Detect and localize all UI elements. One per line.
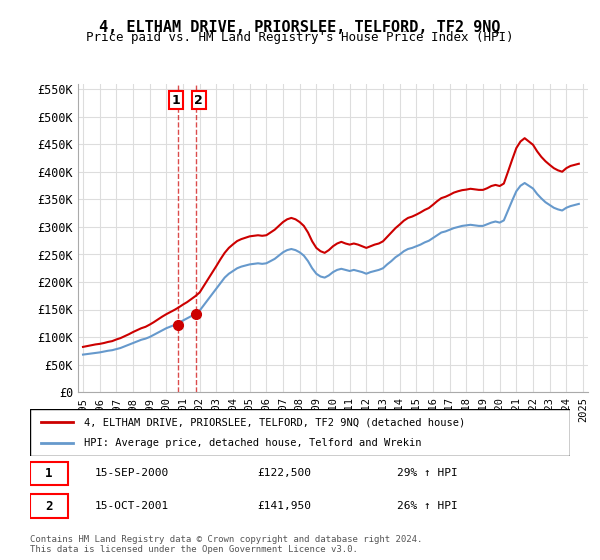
FancyBboxPatch shape [30, 461, 68, 485]
Text: 15-OCT-2001: 15-OCT-2001 [95, 501, 169, 511]
Text: 1: 1 [171, 94, 180, 107]
Text: 2: 2 [45, 500, 53, 512]
Text: 4, ELTHAM DRIVE, PRIORSLEE, TELFORD, TF2 9NQ: 4, ELTHAM DRIVE, PRIORSLEE, TELFORD, TF2… [99, 20, 501, 35]
Text: 15-SEP-2000: 15-SEP-2000 [95, 468, 169, 478]
Text: 2: 2 [194, 94, 203, 107]
Text: Contains HM Land Registry data © Crown copyright and database right 2024.
This d: Contains HM Land Registry data © Crown c… [30, 535, 422, 554]
Text: 4, ELTHAM DRIVE, PRIORSLEE, TELFORD, TF2 9NQ (detached house): 4, ELTHAM DRIVE, PRIORSLEE, TELFORD, TF2… [84, 417, 465, 427]
Text: £122,500: £122,500 [257, 468, 311, 478]
Text: HPI: Average price, detached house, Telford and Wrekin: HPI: Average price, detached house, Telf… [84, 438, 421, 448]
FancyBboxPatch shape [30, 409, 570, 456]
FancyBboxPatch shape [30, 494, 68, 517]
Text: 29% ↑ HPI: 29% ↑ HPI [397, 468, 458, 478]
Text: 26% ↑ HPI: 26% ↑ HPI [397, 501, 458, 511]
Text: Price paid vs. HM Land Registry's House Price Index (HPI): Price paid vs. HM Land Registry's House … [86, 31, 514, 44]
Text: £141,950: £141,950 [257, 501, 311, 511]
Text: 1: 1 [45, 467, 53, 480]
